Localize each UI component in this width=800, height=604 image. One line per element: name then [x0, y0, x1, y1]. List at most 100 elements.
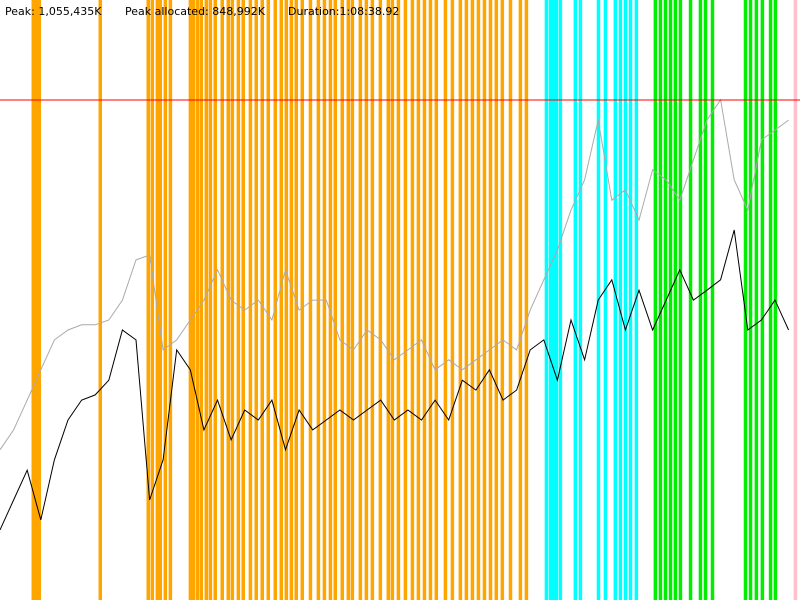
event-stripe — [450, 0, 455, 600]
event-stripe — [482, 0, 487, 600]
event-stripe — [524, 0, 529, 600]
event-stripe — [340, 0, 345, 600]
event-stripe — [308, 0, 313, 600]
event-stripes — [31, 0, 798, 600]
event-stripe — [443, 0, 448, 600]
event-stripe — [710, 0, 715, 600]
event-stripe — [760, 0, 765, 600]
event-stripe — [548, 0, 553, 600]
event-stripe — [364, 0, 369, 600]
event-stripe — [476, 0, 481, 600]
event-stripe — [703, 0, 708, 600]
event-stripe — [350, 0, 355, 600]
event-stripe — [150, 0, 155, 600]
event-stripe — [199, 0, 204, 600]
event-stripe — [168, 0, 173, 600]
event-stripe — [618, 0, 623, 600]
event-stripe — [31, 0, 36, 600]
event-stripe — [470, 0, 475, 600]
event-stripe — [191, 0, 196, 600]
event-stripe — [748, 0, 753, 600]
event-stripe — [378, 0, 383, 600]
event-stripe — [146, 0, 150, 600]
event-stripe — [284, 0, 289, 600]
event-stripe — [458, 0, 463, 600]
event-stripe — [668, 0, 673, 600]
duration-text: Duration:1:08:38.92 — [288, 5, 399, 18]
event-stripe — [628, 0, 633, 600]
event-stripe — [163, 0, 168, 600]
event-stripe — [754, 0, 759, 600]
event-stripe — [434, 0, 439, 600]
event-stripe — [518, 0, 523, 600]
event-stripe — [254, 0, 258, 600]
event-stripe — [230, 0, 235, 600]
event-stripe — [464, 0, 469, 600]
event-stripe — [494, 0, 499, 600]
event-stripe — [370, 0, 375, 600]
event-stripe — [226, 0, 231, 600]
event-stripe — [653, 0, 658, 600]
peak-text: Peak: 1,055,435K — [5, 5, 102, 18]
event-stripe — [346, 0, 351, 600]
event-stripe — [663, 0, 668, 600]
event-stripe — [155, 0, 160, 600]
event-stripe — [508, 0, 513, 600]
event-stripe — [396, 0, 401, 600]
event-stripe — [241, 0, 245, 600]
event-stripe — [37, 0, 42, 600]
event-stripe — [358, 0, 363, 600]
event-stripe — [743, 0, 748, 600]
event-stripe — [554, 0, 559, 600]
event-stripe — [213, 0, 218, 600]
event-stripe — [558, 0, 563, 600]
event-stripe — [422, 0, 427, 600]
event-stripe — [333, 0, 338, 600]
event-stripe — [188, 0, 193, 600]
event-stripe — [266, 0, 271, 600]
event-stripe — [236, 0, 241, 600]
event-stripe — [768, 0, 773, 600]
event-stripe — [289, 0, 294, 600]
event-stripe — [673, 0, 678, 600]
event-stripe — [793, 0, 798, 600]
event-stripe — [260, 0, 265, 600]
event-stripe — [195, 0, 200, 600]
event-stripe — [634, 0, 639, 600]
peak-allocated-text: Peak allocated: 848,992K — [125, 5, 266, 18]
event-stripe — [220, 0, 224, 600]
memory-line — [0, 229, 790, 531]
event-stripe — [34, 0, 38, 600]
event-stripe — [158, 0, 163, 600]
event-stripe — [410, 0, 415, 600]
event-stripe — [390, 0, 395, 600]
event-stripe — [98, 0, 103, 600]
event-stripe — [386, 0, 391, 600]
event-stripe — [248, 0, 253, 600]
event-stripe — [273, 0, 278, 600]
event-stripe — [551, 0, 556, 600]
event-stripe — [279, 0, 284, 600]
event-stripe — [658, 0, 663, 600]
memory-line — [0, 98, 789, 451]
event-stripe — [698, 0, 703, 600]
event-stripe — [403, 0, 408, 600]
event-stripe — [500, 0, 505, 600]
event-stripe — [603, 0, 608, 600]
event-stripe — [416, 0, 421, 600]
event-stripe — [294, 0, 298, 600]
event-stripe — [428, 0, 433, 600]
event-stripe — [300, 0, 305, 600]
event-stripe — [573, 0, 578, 600]
event-stripe — [544, 0, 549, 600]
event-stripe — [328, 0, 333, 600]
event-stripe — [204, 0, 209, 600]
event-stripe — [488, 0, 493, 600]
event-stripe — [578, 0, 583, 600]
event-stripe — [208, 0, 213, 600]
event-stripe — [613, 0, 618, 600]
event-stripe — [688, 0, 693, 600]
lines — [0, 98, 800, 531]
event-stripe — [678, 0, 683, 600]
